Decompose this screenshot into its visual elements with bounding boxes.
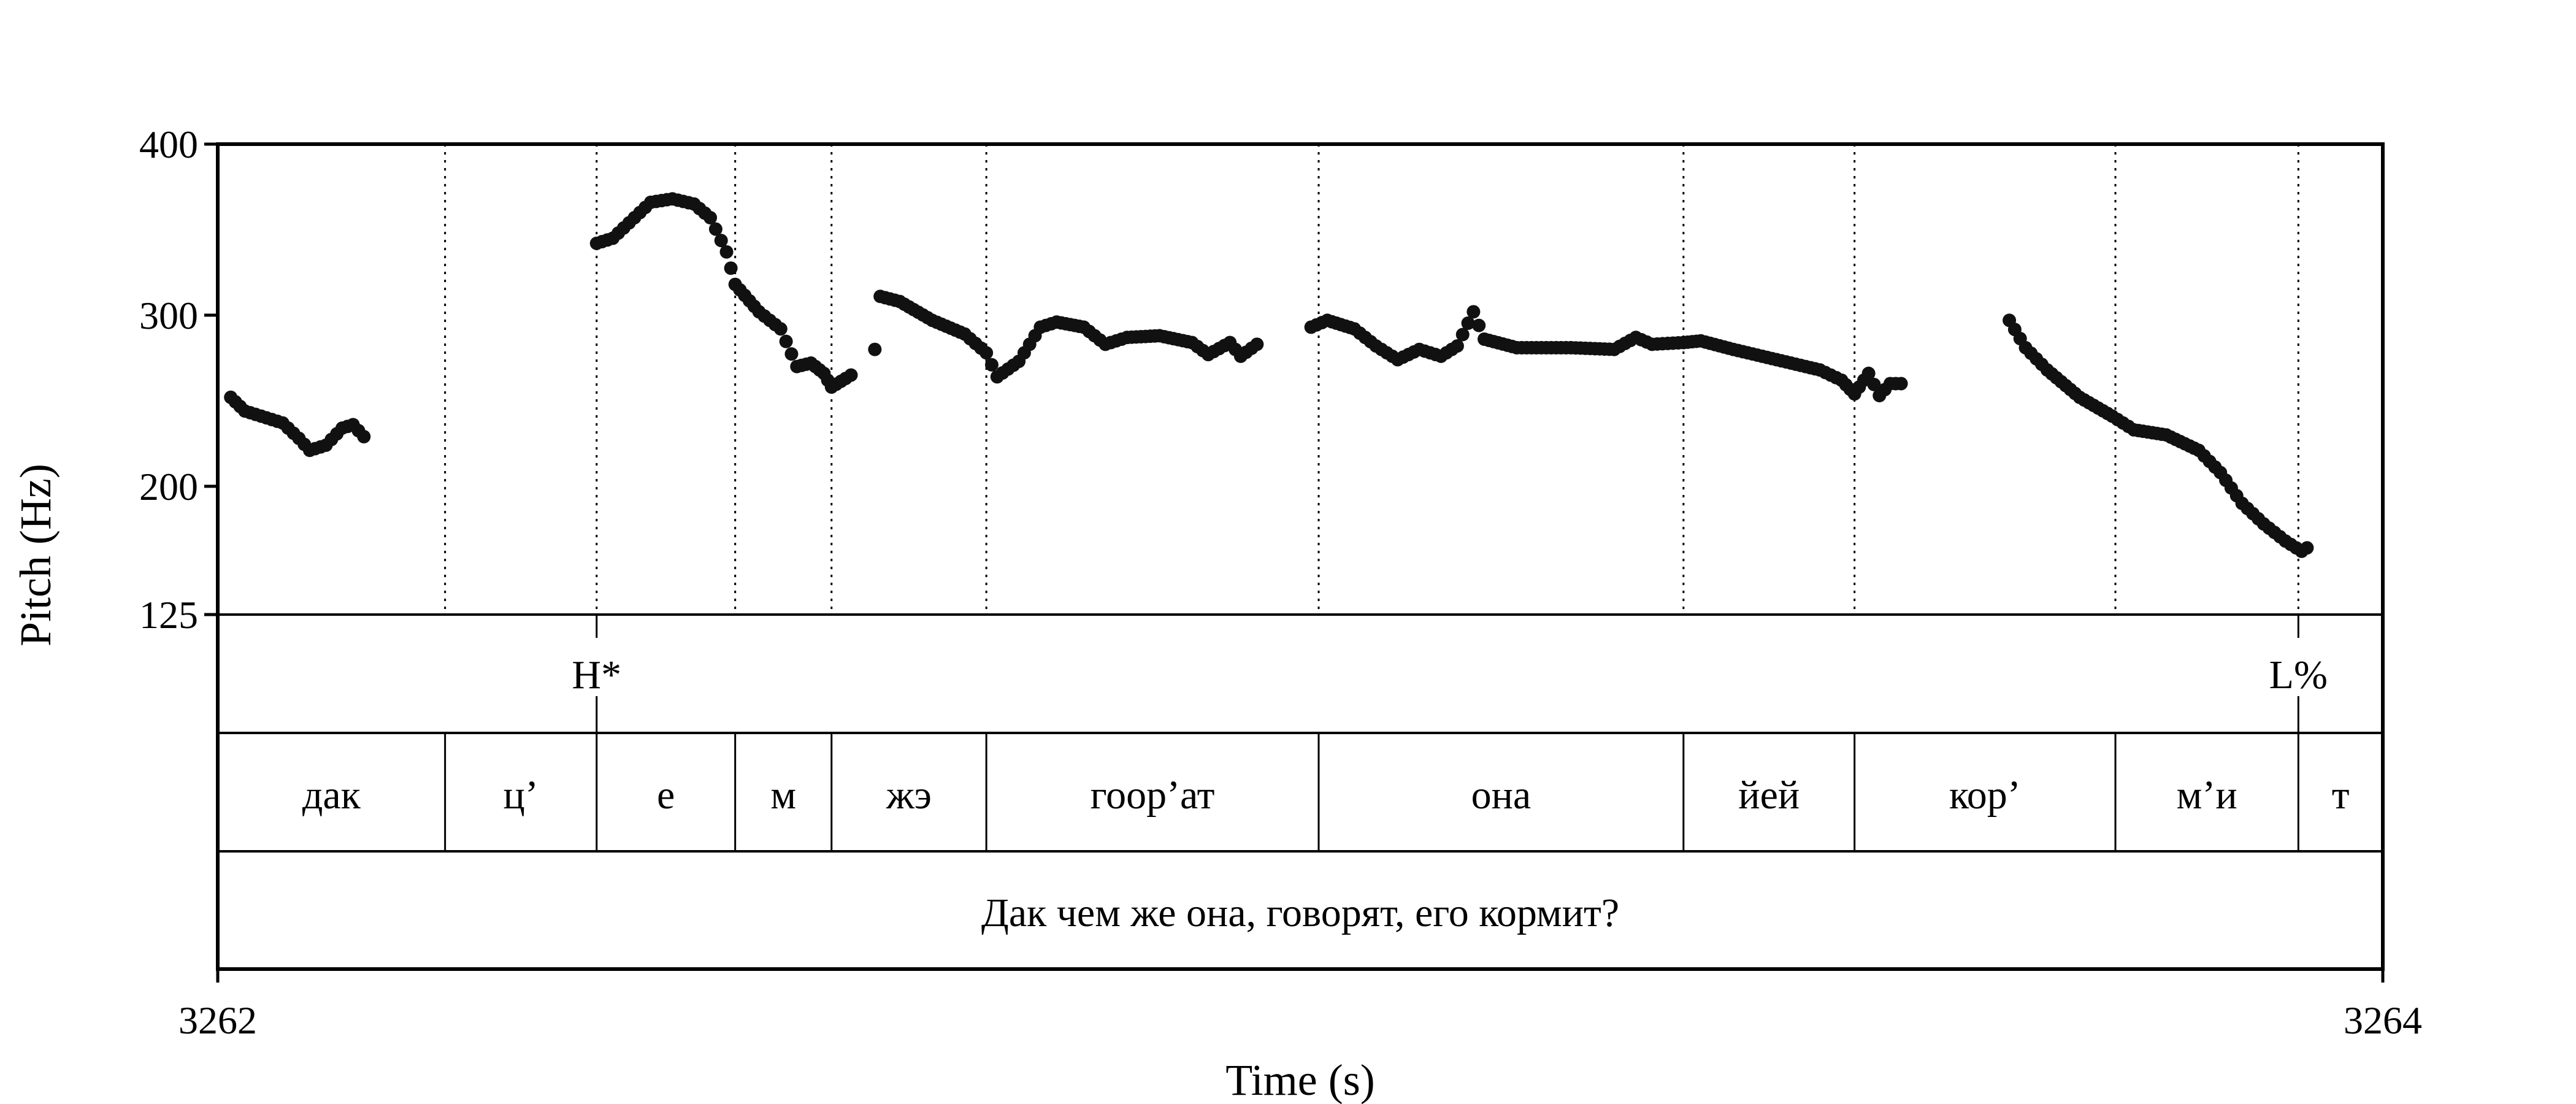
y-axis-ticks: 125 200 300 400 (139, 123, 218, 637)
pitch-point (703, 210, 718, 224)
pitch-point (2300, 541, 2314, 555)
pitch-point (714, 234, 728, 248)
pitch-points (224, 192, 2314, 558)
syllable-tier: дак ц’ е м жэ гоор’ат она йей кор’ м’и т (302, 773, 2350, 818)
syllable-label: т (2332, 773, 2350, 818)
x-tick-label: 3262 (178, 999, 257, 1042)
y-axis-title: Pitch (Hz) (11, 464, 60, 646)
pitch-point (784, 347, 799, 361)
x-axis-title: Time (s) (1225, 1056, 1374, 1104)
syllable-label: йей (1738, 773, 1800, 818)
boundary-layer (444, 144, 2299, 851)
sentence-label: Дак чем же она, говорят, его кормит? (981, 891, 1619, 935)
pitch-point (1466, 305, 1481, 319)
plot-frame (216, 142, 2385, 971)
y-tick-label: 300 (139, 294, 198, 337)
pitch-point (1867, 377, 1881, 391)
syllable-label: кор’ (1949, 773, 2021, 818)
pitch-point (979, 346, 994, 360)
pitch-point (1461, 316, 1475, 330)
pitch-point (1894, 377, 1908, 391)
pitch-point (984, 358, 999, 372)
syllable-label: дак (302, 773, 361, 818)
syllable-label: ц’ (504, 773, 539, 818)
pitch-point (779, 334, 793, 348)
y-tick-label: 400 (139, 123, 198, 166)
pitch-point (708, 222, 723, 236)
pitch-point (844, 368, 858, 382)
tone-label: L% (2269, 653, 2328, 697)
syllable-label: е (657, 773, 675, 818)
syllable-label: жэ (886, 773, 932, 818)
pitch-point (724, 261, 738, 275)
pitch-point (868, 342, 882, 356)
y-tick-label: 125 (139, 593, 198, 637)
pitch-point (1450, 339, 1464, 353)
pitch-point (357, 429, 371, 443)
y-tick-label: 200 (139, 465, 198, 508)
tone-tier: H* L% (572, 615, 2328, 733)
pitch-point (1455, 328, 1470, 342)
pitch-point (1250, 337, 1264, 351)
pitch-point (1472, 318, 1486, 332)
x-axis-ticks: 3262 3264 (178, 969, 2422, 1042)
x-tick-label: 3264 (2344, 999, 2422, 1042)
tone-label: H* (572, 653, 621, 697)
syllable-label: м’и (2177, 773, 2237, 818)
pitch-point (773, 322, 788, 336)
syllable-label: она (1471, 773, 1531, 818)
pitch-point (719, 245, 734, 259)
pitch-point (1861, 366, 1876, 380)
syllable-label: м (770, 773, 796, 818)
syllable-label: гоор’ат (1091, 773, 1215, 818)
